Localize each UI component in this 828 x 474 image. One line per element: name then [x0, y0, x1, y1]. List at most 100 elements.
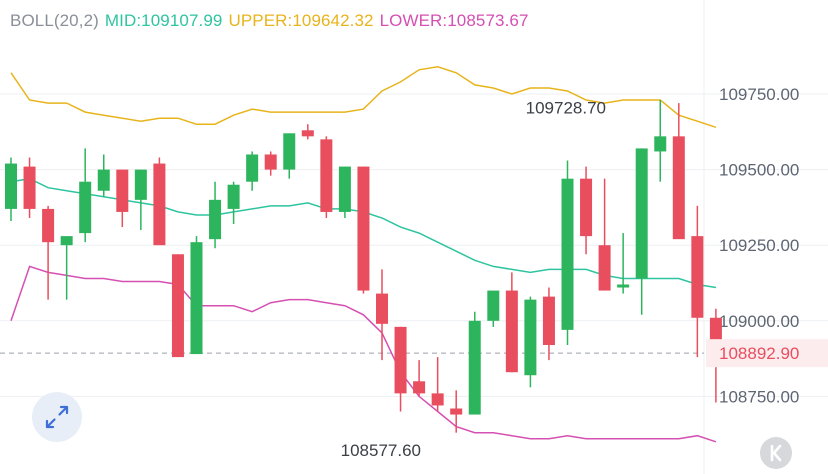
- candle-body: [60, 236, 73, 246]
- y-tick-label: 109000.00: [719, 312, 799, 331]
- y-tick-label: 109250.00: [719, 236, 799, 255]
- candle-body: [672, 136, 685, 240]
- candle-body: [505, 290, 518, 373]
- candle: [617, 233, 630, 294]
- candle-body: [338, 166, 351, 212]
- candle-body: [487, 290, 500, 321]
- candle-body: [691, 236, 704, 318]
- candle: [561, 160, 574, 345]
- candle: [542, 287, 555, 361]
- candle: [301, 124, 314, 140]
- candle-body: [79, 181, 92, 234]
- candles: [5, 100, 722, 433]
- current-price-tag: [706, 339, 828, 368]
- candle-body: [561, 178, 574, 330]
- candle: [42, 205, 55, 300]
- candle: [394, 326, 407, 412]
- y-tick-label: 109500.00: [719, 161, 799, 180]
- candle-body: [468, 320, 481, 415]
- candle: [431, 357, 444, 412]
- candle: [691, 205, 704, 358]
- expand-arrows-icon: [45, 405, 69, 429]
- k-logo-icon: [770, 444, 782, 462]
- candle-body: [450, 408, 463, 415]
- candle: [153, 157, 166, 246]
- candle-body: [524, 299, 537, 376]
- candle-body: [171, 254, 184, 358]
- candle-body: [42, 208, 55, 243]
- candle-body: [301, 130, 314, 137]
- expand-button[interactable]: [32, 392, 82, 442]
- candle: [171, 254, 184, 358]
- candle: [227, 181, 240, 225]
- candle-body: [635, 148, 648, 279]
- boll-lower-line: [10, 265, 717, 443]
- boll-legend: BOLL(20,2) MID:109107.99 UPPER:109642.32 LO…: [10, 11, 535, 31]
- legend-upper: UPPER:109642.32: [228, 11, 374, 30]
- high-price-annotation: 109728.70: [526, 98, 606, 117]
- legend-mid: MID:109107.99: [104, 11, 223, 30]
- legend-lower: LOWER:108573.67: [379, 11, 529, 30]
- candle: [320, 136, 333, 218]
- candle-body: [264, 154, 277, 170]
- candle: [338, 166, 351, 218]
- candle: [654, 100, 667, 182]
- candle-body: [580, 178, 593, 237]
- candle-body: [394, 326, 407, 394]
- candle: [468, 311, 481, 415]
- candle: [79, 148, 92, 243]
- candle-body: [357, 166, 370, 291]
- candle-body: [320, 139, 333, 212]
- candle: [487, 290, 500, 327]
- candle-body: [413, 381, 426, 394]
- candle-body: [209, 199, 222, 240]
- candle-body: [283, 133, 296, 170]
- candle: [672, 103, 685, 240]
- candle-body: [376, 293, 388, 324]
- y-tick-label: 109750.00: [719, 85, 799, 104]
- candle: [190, 236, 203, 355]
- candle: [5, 157, 17, 222]
- candle-body: [431, 393, 444, 406]
- low-price-annotation: 108577.60: [341, 441, 421, 460]
- candle-body: [227, 184, 240, 209]
- candle: [357, 166, 370, 294]
- candle: [264, 151, 277, 176]
- candle: [413, 360, 426, 397]
- candle-body: [617, 284, 630, 288]
- candle: [635, 148, 648, 315]
- candle: [209, 181, 222, 249]
- candle-body: [5, 163, 17, 209]
- candle-body: [153, 163, 166, 246]
- candle: [97, 154, 110, 197]
- candle: [60, 236, 73, 300]
- candle-body: [246, 154, 259, 182]
- y-tick-label: 108750.00: [719, 387, 799, 406]
- candle: [505, 272, 518, 373]
- boll-upper-line: [10, 66, 717, 129]
- candle-body: [134, 169, 147, 200]
- candle-body: [542, 296, 555, 345]
- candle: [450, 390, 463, 433]
- candle: [598, 178, 611, 291]
- candle-body: [116, 169, 129, 212]
- candle: [580, 166, 593, 255]
- candle-body: [654, 136, 667, 152]
- candle: [246, 151, 259, 191]
- candle: [283, 133, 296, 179]
- k-logo-button[interactable]: [760, 437, 792, 469]
- candle: [134, 169, 147, 231]
- candle-body: [97, 169, 110, 191]
- candle: [116, 169, 129, 228]
- current-price-label: 108892.90: [719, 344, 799, 363]
- y-axis-labels: 109750.00 109500.00 109250.00 109000.00 1087…: [719, 85, 799, 406]
- candle-body: [598, 245, 611, 291]
- candle-body: [190, 242, 203, 355]
- candle: [23, 157, 36, 218]
- legend-indicator-name: BOLL(20,2): [10, 11, 99, 30]
- candle-body: [23, 166, 36, 209]
- candle: [376, 269, 388, 361]
- candle: [524, 296, 537, 388]
